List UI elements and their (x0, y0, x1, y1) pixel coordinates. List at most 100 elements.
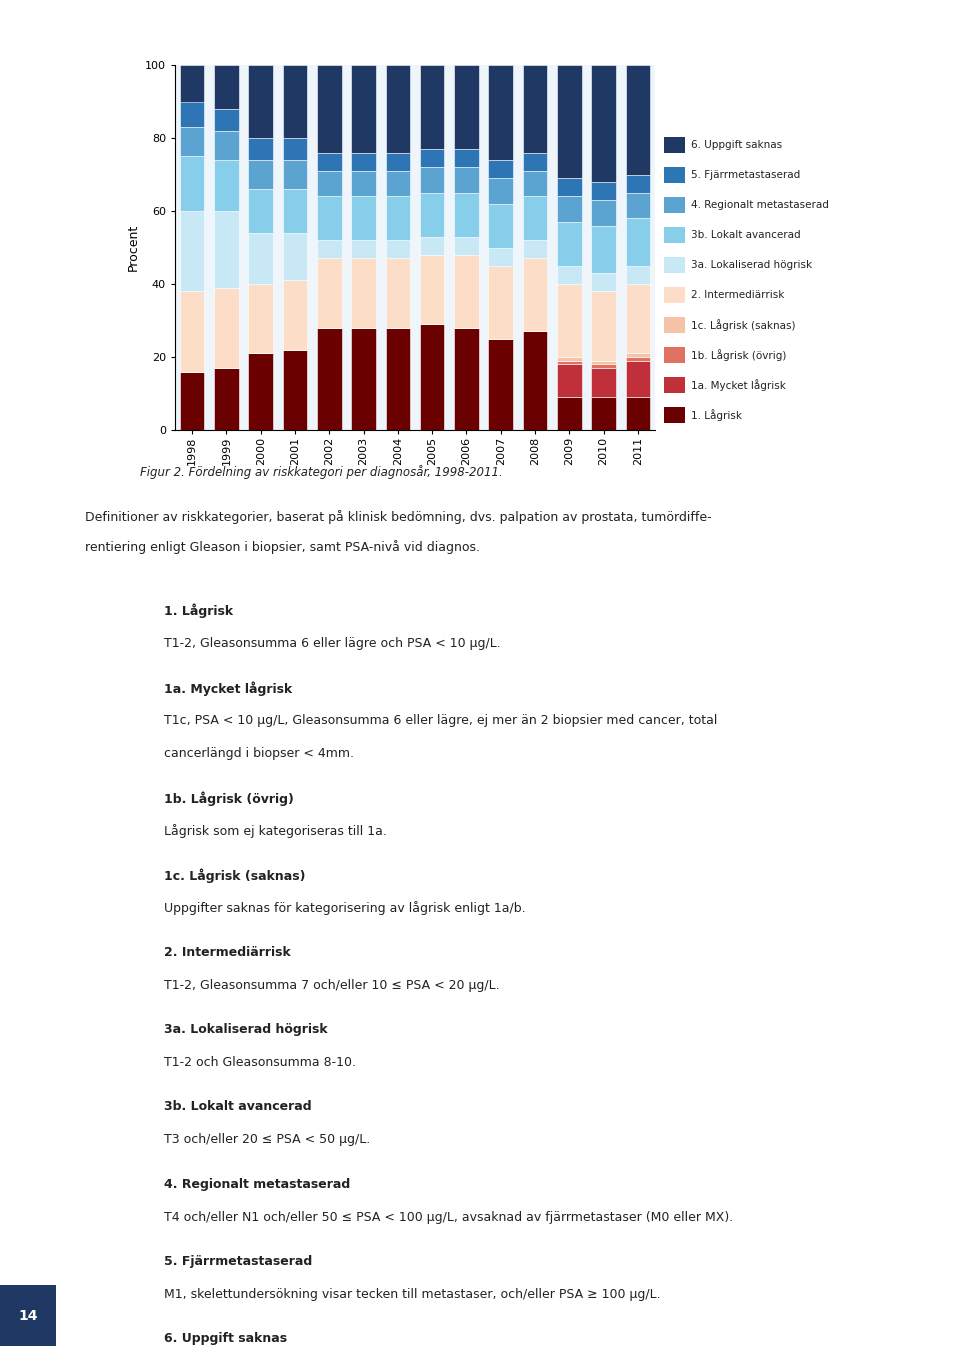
Text: 6. Uppgift saknas: 6. Uppgift saknas (691, 140, 782, 149)
Text: Prostatacancer – Nationell kvalitetsrapport, 2011: Prostatacancer – Nationell kvalitetsrapp… (72, 1310, 379, 1322)
Bar (626, 175, 650, 192)
Bar (591, 273, 616, 291)
FancyBboxPatch shape (664, 257, 685, 273)
Text: 3a. Lokaliserad högrisk: 3a. Lokaliserad högrisk (691, 260, 812, 271)
Text: Definitioner av riskkategorier, baserat på klinisk bedömning, dvs. palpation av : Definitioner av riskkategorier, baserat … (85, 510, 711, 524)
Bar (626, 361, 650, 397)
Bar (626, 265, 650, 284)
Bar (249, 65, 273, 139)
Bar (214, 367, 239, 429)
Bar (351, 258, 376, 328)
Bar (489, 160, 513, 178)
Bar (557, 65, 582, 178)
Bar (626, 65, 650, 175)
Text: T1-2, Gleasonsumma 6 eller lägre och PSA < 10 μg/L.: T1-2, Gleasonsumma 6 eller lägre och PSA… (164, 637, 501, 650)
Bar (386, 65, 410, 152)
Bar (591, 182, 616, 201)
Bar (180, 371, 204, 429)
Text: 1b. Lågrisk (övrig): 1b. Lågrisk (övrig) (691, 349, 787, 361)
Bar (557, 365, 582, 397)
Text: Lågrisk som ej kategoriseras till 1a.: Lågrisk som ej kategoriseras till 1a. (164, 824, 387, 839)
Bar (626, 284, 650, 354)
Bar (626, 218, 650, 265)
Bar (420, 192, 444, 237)
Bar (249, 354, 273, 429)
Bar (282, 233, 307, 280)
Bar (522, 240, 547, 258)
Bar (386, 171, 410, 197)
FancyBboxPatch shape (664, 167, 685, 183)
Bar (249, 188, 273, 233)
Bar (454, 328, 479, 429)
FancyBboxPatch shape (664, 137, 685, 153)
Text: 5. Fjärrmetastaserad: 5. Fjärrmetastaserad (164, 1254, 312, 1268)
Bar (557, 357, 582, 361)
Text: cancerlängd i biopser < 4mm.: cancerlängd i biopser < 4mm. (164, 747, 354, 760)
Text: M1, skelettundersökning visar tecken till metastaser, och/eller PSA ≥ 100 μg/L.: M1, skelettundersökning visar tecken til… (164, 1288, 660, 1300)
Bar (317, 328, 342, 429)
Bar (214, 288, 239, 367)
Bar (454, 192, 479, 237)
FancyBboxPatch shape (664, 377, 685, 393)
Bar (282, 188, 307, 233)
Bar (180, 101, 204, 127)
Bar (591, 65, 616, 182)
Bar (180, 211, 204, 291)
Text: 14: 14 (18, 1308, 37, 1323)
Bar (591, 367, 616, 397)
FancyBboxPatch shape (664, 226, 685, 244)
Bar (591, 397, 616, 429)
Bar (180, 127, 204, 156)
Bar (454, 237, 479, 254)
Bar (282, 65, 307, 139)
Text: 1a. Mycket lågrisk: 1a. Mycket lågrisk (691, 380, 786, 390)
Bar (214, 211, 239, 288)
Text: T1-2 och Gleasonsumma 8-10.: T1-2 och Gleasonsumma 8-10. (164, 1057, 356, 1069)
Bar (522, 152, 547, 171)
Text: 2. Intermediärrisk: 2. Intermediärrisk (164, 946, 291, 958)
Bar (249, 284, 273, 354)
Text: 1. Lågrisk: 1. Lågrisk (164, 604, 233, 618)
Bar (249, 160, 273, 188)
Bar (591, 226, 616, 273)
Bar (317, 171, 342, 197)
Text: 1a. Mycket lågrisk: 1a. Mycket lågrisk (164, 681, 292, 696)
Bar (249, 139, 273, 160)
Bar (214, 109, 239, 131)
Bar (420, 167, 444, 192)
Bar (317, 258, 342, 328)
Bar (522, 171, 547, 197)
Y-axis label: Procent: Procent (127, 223, 139, 271)
Bar (591, 361, 616, 365)
Bar (489, 265, 513, 339)
Bar (626, 397, 650, 429)
Bar (420, 65, 444, 149)
Text: Figur 2. Fördelning av riskkategori per diagnosår, 1998-2011.: Figur 2. Fördelning av riskkategori per … (140, 466, 503, 479)
Bar (214, 131, 239, 160)
Bar (454, 167, 479, 192)
FancyBboxPatch shape (664, 287, 685, 303)
Bar (386, 328, 410, 429)
FancyBboxPatch shape (664, 406, 685, 423)
Text: 3b. Lokalt avancerad: 3b. Lokalt avancerad (691, 230, 801, 240)
Bar (557, 361, 582, 365)
Bar (557, 397, 582, 429)
FancyBboxPatch shape (0, 1285, 56, 1346)
Bar (489, 178, 513, 203)
Bar (591, 365, 616, 367)
Bar (317, 65, 342, 152)
Bar (282, 160, 307, 188)
Bar (626, 354, 650, 357)
Bar (351, 65, 376, 152)
Bar (626, 357, 650, 361)
Bar (454, 65, 479, 149)
Bar (351, 171, 376, 197)
Text: T1c, PSA < 10 μg/L, Gleasonsumma 6 eller lägre, ej mer än 2 biopsier med cancer,: T1c, PSA < 10 μg/L, Gleasonsumma 6 eller… (164, 713, 717, 727)
Bar (386, 197, 410, 240)
Bar (351, 197, 376, 240)
Bar (214, 160, 239, 211)
Bar (557, 197, 582, 222)
Bar (454, 254, 479, 328)
Bar (180, 291, 204, 371)
Bar (386, 258, 410, 328)
